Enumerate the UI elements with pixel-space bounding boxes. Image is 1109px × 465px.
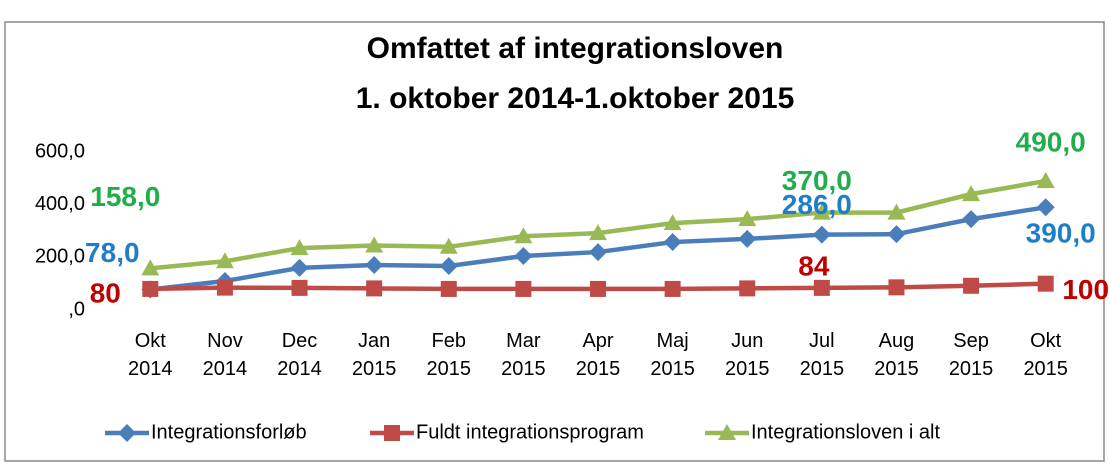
- data-point: [738, 229, 757, 248]
- x-tick-label: Mar 2015: [501, 330, 546, 380]
- data-point: [589, 243, 607, 262]
- data-label: 78,0: [85, 237, 140, 268]
- data-point: [290, 239, 309, 256]
- legend-marker: [118, 424, 136, 442]
- data-point: [439, 237, 458, 254]
- data-point: [141, 259, 160, 276]
- x-tick-label: Okt 2015: [1023, 330, 1068, 380]
- chart-frame: [4, 21, 1105, 462]
- data-label: 158,0: [90, 181, 160, 212]
- data-point: [290, 258, 309, 277]
- data-point: [590, 280, 606, 297]
- legend-label: Integrationsforløb: [151, 421, 307, 443]
- data-point: [440, 280, 457, 297]
- data-point: [514, 247, 533, 266]
- data-point: [216, 279, 233, 296]
- data-point: [215, 252, 234, 269]
- data-point: [738, 210, 757, 227]
- y-tick-label: ,0: [68, 298, 85, 320]
- y-tick-label: 200,0: [35, 246, 85, 268]
- data-point: [515, 280, 532, 297]
- data-point: [1036, 171, 1055, 188]
- data-point: [365, 255, 384, 274]
- x-tick-label: Feb 2015: [426, 330, 472, 380]
- data-point: [962, 185, 981, 202]
- legend-label: Integrationsloven i alt: [751, 421, 940, 443]
- data-point: [589, 224, 607, 241]
- legend-label: Fuldt integrationsprogram: [416, 421, 644, 443]
- data-label: 84: [798, 250, 830, 281]
- y-tick-label: 600,0: [35, 140, 85, 162]
- data-label: 100: [1062, 274, 1109, 305]
- chart-subtitle: 1. oktober 2014-1.oktober 2015: [356, 82, 795, 115]
- data-label: 80: [90, 277, 121, 308]
- data-point: [887, 203, 906, 220]
- y-tick-label: 400,0: [35, 193, 85, 215]
- x-tick-label: Aug 2015: [874, 330, 919, 380]
- x-tick-label: Jun 2015: [724, 330, 770, 380]
- x-tick-label: Sep 2015: [948, 330, 994, 380]
- legend-marker: [384, 425, 400, 441]
- data-label: 390,0: [1026, 218, 1096, 249]
- data-point: [142, 280, 159, 297]
- x-tick-label: Jul 2015: [799, 330, 845, 380]
- data-label: 286,0: [782, 189, 852, 220]
- data-point: [813, 279, 830, 296]
- data-point: [739, 280, 756, 297]
- x-tick-label: Apr 2015: [575, 330, 621, 380]
- data-point: [366, 280, 383, 297]
- data-point: [291, 279, 308, 296]
- data-point: [887, 225, 906, 244]
- data-point: [888, 279, 905, 296]
- chart-title: Omfattet af integrationsloven: [367, 32, 784, 65]
- legend-marker: [718, 424, 736, 440]
- x-tick-label: Jan 2015: [351, 330, 397, 380]
- data-label: 490,0: [1016, 126, 1086, 157]
- data-point: [514, 227, 533, 244]
- x-tick-label: Dec 2014: [277, 330, 322, 380]
- x-tick-label: Maj 2015: [650, 330, 695, 380]
- data-point: [812, 203, 831, 220]
- data-point: [1037, 275, 1054, 292]
- x-tick-label: Okt 2014: [128, 330, 173, 380]
- data-point: [365, 236, 384, 253]
- data-point: [812, 225, 831, 244]
- data-point: [663, 214, 682, 231]
- data-label: 370,0: [782, 165, 852, 196]
- data-point: [664, 280, 681, 297]
- data-point: [439, 257, 458, 276]
- data-point: [962, 210, 981, 229]
- data-point: [663, 233, 682, 252]
- data-point: [963, 277, 980, 294]
- data-point: [1036, 198, 1055, 217]
- x-tick-label: Nov 2014: [202, 330, 248, 380]
